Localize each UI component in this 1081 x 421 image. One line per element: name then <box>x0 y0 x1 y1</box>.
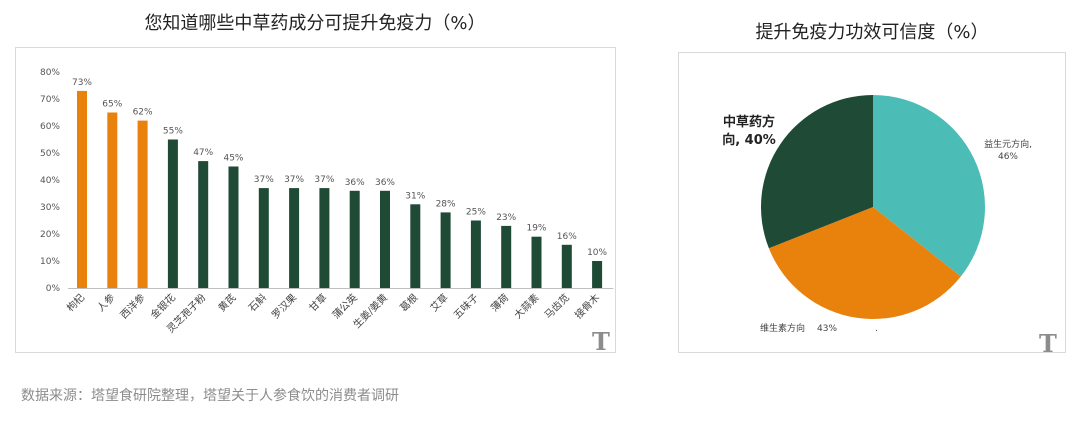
vitamin-slice-label: 维生素方向 <box>760 322 805 334</box>
bar <box>137 120 148 288</box>
bar-value-label: 37% <box>284 175 304 185</box>
bar-value-label: 36% <box>345 178 365 188</box>
bar-value-label: 62% <box>133 108 153 118</box>
brand-logo-icon: T <box>1039 329 1057 358</box>
bar-value-label: 16% <box>557 232 577 242</box>
y-tick-label: 10% <box>40 257 60 267</box>
x-tick-label: 枸杞 <box>64 291 87 314</box>
herbal-slice-label-line2: 向, 40% <box>722 132 776 148</box>
bar-value-label: 37% <box>314 175 334 185</box>
x-tick-label: 黄芪 <box>215 291 238 314</box>
bar <box>228 166 239 288</box>
bar-value-label: 37% <box>254 175 274 185</box>
bar-value-label: 73% <box>72 78 92 88</box>
x-tick-label: 罗汉果 <box>270 292 300 322</box>
stray-dot-mark: . <box>875 324 878 334</box>
bar-value-label: 23% <box>496 213 516 223</box>
y-tick-label: 20% <box>40 230 60 240</box>
bar <box>77 90 87 289</box>
bar-value-label: 36% <box>375 178 395 188</box>
bar <box>258 188 269 288</box>
x-tick-label: 蒲公英 <box>329 291 359 321</box>
y-tick-label: 40% <box>40 176 60 186</box>
bar-value-label: 25% <box>466 208 486 218</box>
pie-chart-panel: 中草药方 向, 40% 益生元方向, 46% 维生素方向 43% . T <box>678 52 1066 358</box>
bar-value-label: 28% <box>436 199 456 209</box>
bar <box>440 212 451 288</box>
bar-value-label: 45% <box>223 154 243 164</box>
herbal-slice-label-line1: 中草药方 <box>723 114 775 130</box>
pie-slice <box>761 95 873 249</box>
bar-value-label: 65% <box>102 100 122 110</box>
x-tick-label: 马齿苋 <box>542 292 572 322</box>
pie-chart-title: 提升免疫力功效可信度（%） <box>755 22 989 43</box>
bar <box>531 236 542 288</box>
x-tick-label: 金银花 <box>148 291 178 321</box>
y-tick-label: 30% <box>40 203 60 213</box>
bar <box>380 190 390 288</box>
bar <box>107 112 118 288</box>
x-tick-label: 薄荷 <box>488 291 511 314</box>
prebiotic-slice-label: 益生元方向, <box>984 138 1032 150</box>
y-tick-label: 0% <box>46 284 61 294</box>
x-tick-label: 人参 <box>94 291 117 314</box>
bar-chart-panel: 0% 10% 20% 30% 40% 50% 60% 70% 80% 73% 枸杞 65% 人参 62% 西… <box>15 47 616 356</box>
x-tick-label: 葛根 <box>397 291 420 314</box>
brand-logo-icon: T <box>592 327 610 356</box>
bar <box>501 225 512 288</box>
bar-value-label: 55% <box>163 127 183 137</box>
x-tick-label: 甘草 <box>306 291 329 314</box>
bar <box>349 190 360 288</box>
x-tick-label: 大蒜素 <box>511 291 541 321</box>
bar <box>561 244 572 288</box>
x-tick-label: 艾草 <box>428 292 451 315</box>
x-tick-label: 石斛 <box>246 291 269 314</box>
x-tick-label: 五味子 <box>451 292 481 322</box>
prebiotic-slice-pct: 46% <box>998 152 1018 162</box>
pie-chart: 中草药方 向, 40% 益生元方向, 46% 维生素方向 43% . <box>722 95 1032 334</box>
bar-value-label: 47% <box>193 148 213 158</box>
y-tick-label: 80% <box>40 68 60 78</box>
bar <box>592 261 603 288</box>
bar-chart: 0% 10% 20% 30% 40% 50% 60% 70% 80% 73% 枸杞 65% 人参 62% 西… <box>40 68 614 335</box>
y-tick-label: 60% <box>40 122 60 132</box>
bar-value-label: 10% <box>587 248 607 258</box>
bar <box>319 188 330 288</box>
vitamin-slice-pct: 43% <box>817 324 837 334</box>
data-source-note: 数据来源：塔望食研院整理，塔望关于人参食饮的消费者调研 <box>21 388 399 404</box>
bar <box>470 220 481 288</box>
y-tick-label: 70% <box>40 95 60 105</box>
bar <box>167 139 178 288</box>
pie-slice <box>873 95 986 277</box>
y-tick-label: 50% <box>40 149 60 159</box>
bar <box>198 161 209 288</box>
bar-value-label: 19% <box>526 224 546 234</box>
bar-chart-title: 您知道哪些中草药成分可提升免疫力（%） <box>144 13 486 34</box>
bar <box>410 204 421 288</box>
bar <box>289 188 300 288</box>
x-tick-label: 接骨木 <box>572 291 602 321</box>
bar-value-label: 31% <box>405 191 425 201</box>
x-tick-label: 西洋参 <box>117 291 147 321</box>
pie-slice <box>768 207 961 320</box>
